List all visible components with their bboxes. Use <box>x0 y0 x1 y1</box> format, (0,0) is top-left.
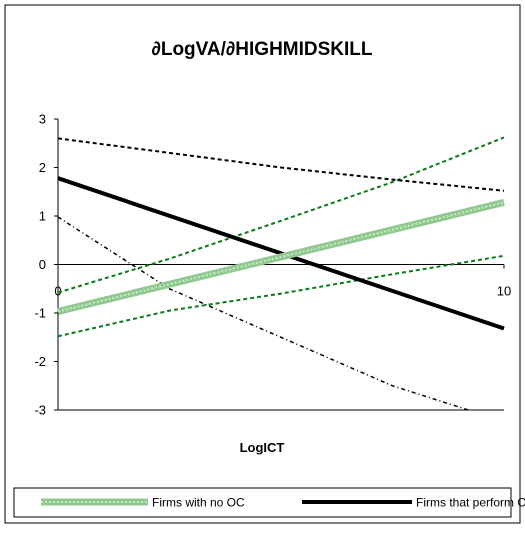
y-tick-label: -1 <box>34 306 46 321</box>
confidence-band-line <box>57 216 469 411</box>
legend: Firms with no OC Firms that perform OC <box>13 487 525 518</box>
y-tick-label: 1 <box>39 209 46 224</box>
confidence-band-line <box>57 136 505 294</box>
confidence-band-line <box>57 254 505 338</box>
x-tick-label: 0 <box>54 284 61 299</box>
y-tick-label: -2 <box>34 354 46 369</box>
y-tick-label: -3 <box>34 403 46 418</box>
y-tick-label: 3 <box>39 112 46 127</box>
x-axis-label: LogICT <box>240 440 285 455</box>
series-line-texture <box>57 201 505 313</box>
confidence-band-line <box>57 137 505 192</box>
x-tick-label: 10 <box>497 284 511 299</box>
chart-title: ∂LogVA/∂HIGHMIDSKILL <box>151 39 372 60</box>
legend-label: Firms that perform OC <box>416 496 525 510</box>
y-tick-label: 2 <box>39 160 46 175</box>
legend-label: Firms with no OC <box>152 496 245 510</box>
y-tick-label: 0 <box>39 257 46 272</box>
